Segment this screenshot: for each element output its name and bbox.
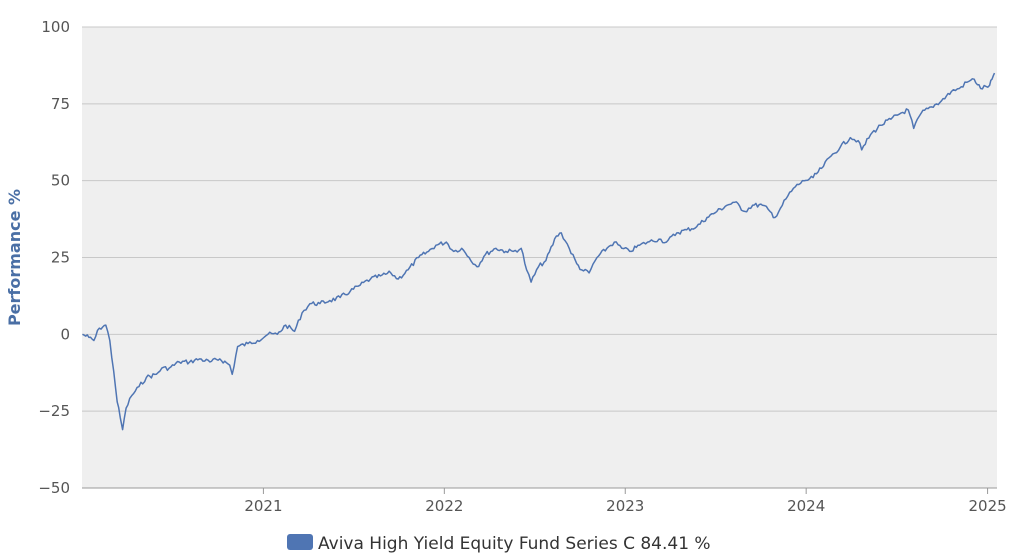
y-tick-label: 25 — [51, 249, 70, 267]
legend-swatch — [287, 534, 313, 550]
legend-label: Aviva High Yield Equity Fund Series C 84… — [318, 534, 711, 554]
y-axis-title: Performance % — [5, 189, 24, 326]
x-tick-label: 2025 — [968, 497, 1006, 515]
x-tick-label: 2024 — [787, 497, 825, 515]
legend-item[interactable]: Aviva High Yield Equity Fund Series C 84… — [287, 534, 711, 554]
y-tick-label: −50 — [38, 479, 70, 497]
y-tick-label: 0 — [60, 325, 70, 343]
y-axis: −50 −25 0 25 50 75 100 — [38, 18, 70, 497]
y-tick-label: 100 — [41, 18, 70, 36]
series-line[interactable] — [82, 72, 996, 431]
y-tick-label: 75 — [51, 95, 70, 113]
y-tick-label: 50 — [51, 172, 70, 190]
x-tick-label: 2023 — [606, 497, 644, 515]
x-tick-label: 2022 — [425, 497, 463, 515]
x-tick-label: 2021 — [244, 497, 282, 515]
y-tick-label: −25 — [38, 402, 70, 420]
x-axis: 2021 2022 2023 2024 2025 — [82, 487, 1007, 515]
